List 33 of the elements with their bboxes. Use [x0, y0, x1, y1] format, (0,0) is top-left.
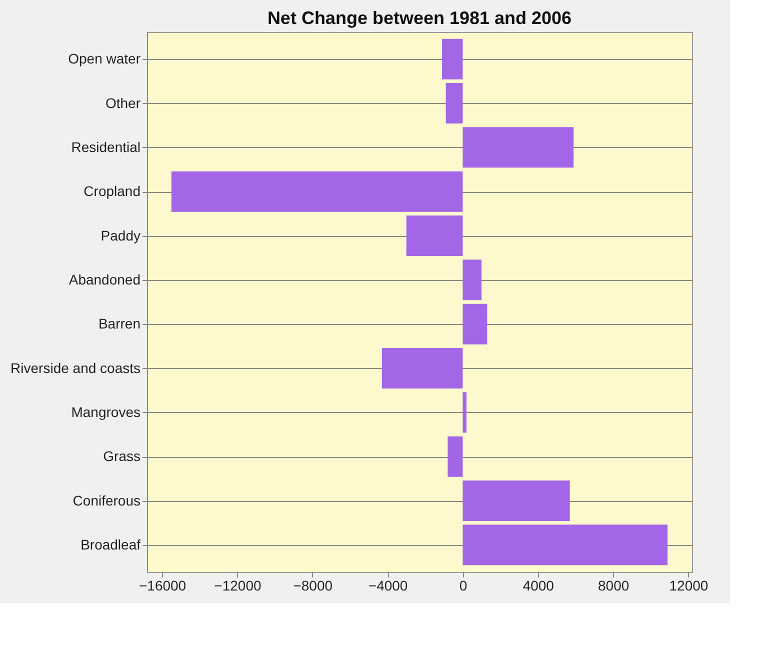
bar: [406, 216, 463, 256]
bar: [442, 38, 463, 80]
y-tick-label: Abandoned: [68, 271, 140, 288]
y-tick-label: Riverside and coasts: [10, 360, 140, 376]
y-tick-label: Mangroves: [71, 404, 140, 420]
y-tick-label: Grass: [103, 448, 140, 464]
y-tick-label: Coniferous: [72, 492, 140, 508]
x-tick-label: 8000: [598, 578, 630, 594]
y-tick-label: Cropland: [84, 183, 140, 200]
bar: [382, 348, 463, 388]
chart-title: Net Change between 1981 and 2006: [267, 8, 572, 28]
bar: [462, 480, 570, 521]
x-tick-label: −4000: [368, 578, 408, 594]
x-tick-label: 0: [459, 578, 468, 594]
y-tick-label: Broadleaf: [80, 536, 141, 552]
x-tick-label: −12000: [214, 578, 262, 594]
x-tick-label: −16000: [138, 578, 186, 594]
bar: [462, 392, 466, 433]
bar: [462, 127, 574, 168]
bar: [462, 304, 488, 344]
x-tick-label: −8000: [293, 578, 333, 594]
y-tick-label: Other: [105, 94, 141, 111]
y-tick-label: Barren: [98, 316, 140, 332]
y-tick-label: Open water: [68, 50, 141, 67]
x-tick-label: 4000: [522, 578, 554, 594]
y-tick-label: Paddy: [100, 227, 140, 244]
bar: [446, 83, 463, 124]
bar: [462, 260, 482, 300]
x-tick-label: 12000: [669, 578, 708, 594]
bar: [448, 436, 463, 477]
bar: [462, 524, 668, 566]
bar: [171, 171, 463, 212]
y-tick-label: Residential: [71, 138, 140, 155]
